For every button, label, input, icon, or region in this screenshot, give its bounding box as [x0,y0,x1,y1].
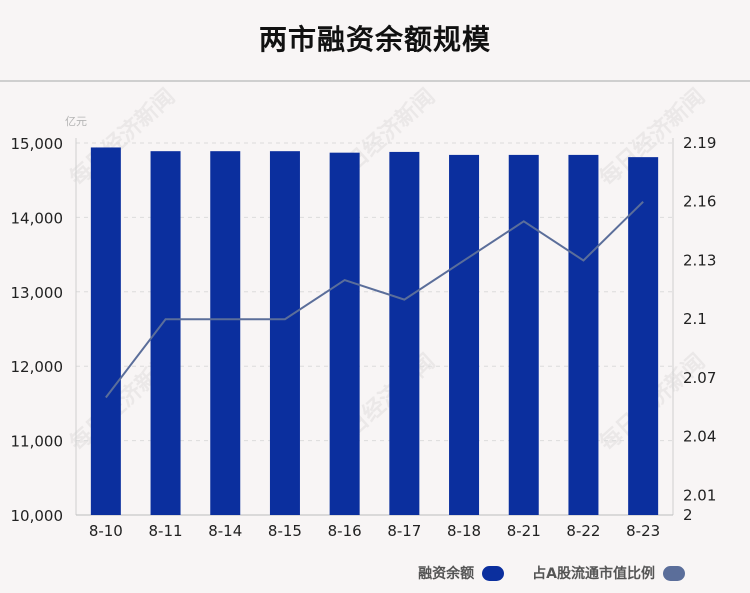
bar-8-22 [568,154,599,516]
bar-8-16 [329,152,360,515]
x-tick-label: 8-23 [626,522,660,540]
y-left-tick-label: 10,000 [11,507,64,525]
legend: 融资余额 占A股流通市值比例 [418,563,685,583]
legend-swatch-ratio [663,565,685,581]
y-left-tick-label: 11,000 [11,433,64,451]
x-tick-label: 8-18 [447,522,481,540]
x-tick-label: 8-21 [507,522,541,540]
bar-8-17 [389,151,420,516]
y-right-tick-label: 2.04 [683,428,716,446]
y-right-tick-label: 2.13 [683,251,716,269]
title-divider [0,80,750,82]
legend-label-balance: 融资余额 [418,566,475,582]
y-left-tick-label: 13,000 [11,284,64,302]
bar-8-15 [269,151,300,515]
y-right-tick-label: 2.07 [683,369,716,387]
x-tick-label: 8-14 [208,522,242,540]
bar-8-18 [449,154,480,516]
y-right-tick-label: 2 [683,506,693,524]
left-axis-unit: 亿元 [65,115,87,128]
bar-8-10 [90,147,121,516]
bar-8-23 [628,157,659,516]
bar-8-21 [508,154,539,516]
y-right-tick-label: 2.19 [683,134,716,152]
y-left-tick-label: 15,000 [11,135,64,153]
x-tick-label: 8-15 [268,522,302,540]
ratio-line [105,201,644,399]
y-right-tick-label: 2.01 [683,486,716,504]
x-tick-label: 8-11 [149,522,183,540]
x-tick-label: 8-16 [328,522,362,540]
legend-swatch-balance [482,565,505,581]
y-left-tick-label: 14,000 [11,209,64,227]
x-tick-label: 8-17 [387,522,421,540]
x-tick-label: 8-10 [89,522,123,540]
legend-label-ratio: 占A股流通市值比例 [532,566,655,582]
y-right-tick-label: 2.16 [683,193,716,211]
y-right-tick-label: 2.1 [683,310,707,328]
bar-8-14 [210,151,241,515]
y-left-tick-label: 12,000 [11,358,64,376]
x-tick-label: 8-22 [566,522,600,540]
chart-title: 两市融资余额规模 [258,23,491,56]
